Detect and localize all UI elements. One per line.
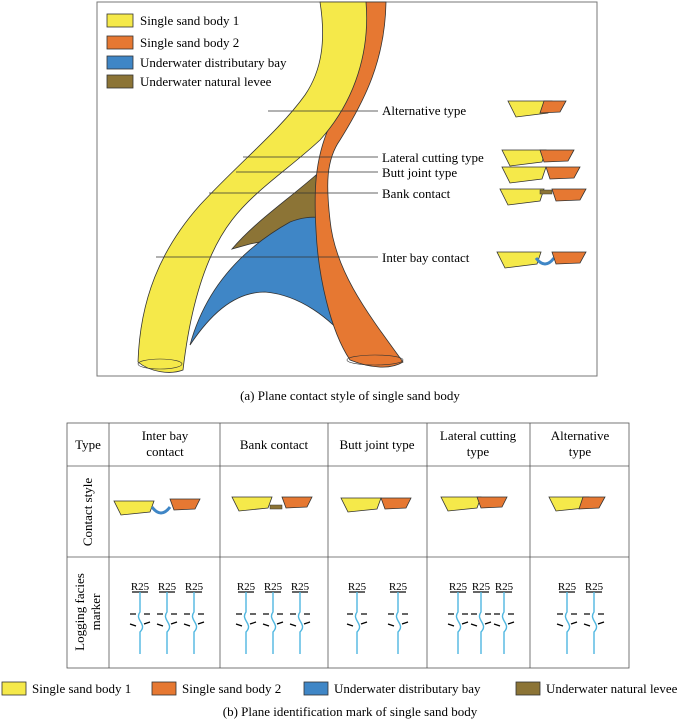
legend-b-blue-swatch [303,681,329,696]
table [66,422,630,669]
legend-b-orange-swatch [151,681,177,696]
logging-interbay [129,591,205,655]
header-type: Type [75,437,101,452]
legend-a-blue-label: Underwater distributary bay [140,55,287,70]
section-alternative [507,100,567,118]
sand-body-2-end [346,354,404,366]
legend-a-brown-swatch [106,74,134,89]
well-label: R25 [158,581,177,593]
section-bank [499,188,587,206]
well-label: R25 [558,581,577,593]
legend-b: Single sand body 1 Single sand body 2 Un… [1,681,678,696]
well-label: R25 [131,581,150,593]
legend-a: Single sand body 1 Single sand body 2 Un… [106,13,287,89]
well-label: R25 [449,581,468,593]
sand-body-1-area [137,1,368,373]
well-label: R25 [389,581,408,593]
label-interbay: Inter bay contact [382,250,470,265]
logging-lateral [447,591,515,655]
legend-b-orange-label: Single sand body 2 [182,681,281,696]
legend-b-yellow-swatch [1,681,27,696]
well-label: R25 [585,581,604,593]
legend-a-orange-swatch [106,35,134,50]
well-labels: R25 R25 R25 R25 R25 R25 R25 R25 R25 R25 … [131,581,604,593]
header-bank: Bank contact [240,437,309,452]
cell-bank-section [231,496,313,512]
legend-b-brown-label: Underwater natural levee [546,681,678,696]
legend-b-brown-swatch [515,681,541,696]
label-bank: Bank contact [382,186,451,201]
header-butt: Butt joint type [339,437,414,452]
section-interbay [496,251,587,269]
legend-b-yellow-label: Single sand body 1 [32,681,131,696]
well-label: R25 [348,581,367,593]
legend-a-yellow-swatch [106,13,134,28]
well-label: R25 [237,581,256,593]
header-lateral-1: Lateral cutting [440,428,517,443]
logging-butt [346,591,409,655]
well-label: R25 [291,581,310,593]
legend-b-blue-label: Underwater distributary bay [334,681,481,696]
logging-bank [235,591,311,655]
well-label: R25 [264,581,283,593]
well-label: R25 [472,581,491,593]
row-label-logging-1: Logging facies [72,573,87,651]
caption-b: (b) Plane identification mark of single … [223,704,478,719]
well-label: R25 [185,581,204,593]
legend-a-orange-label: Single sand body 2 [140,35,239,50]
header-alternative-2: type [569,444,592,459]
legend-a-blue-swatch [106,55,134,70]
header-interbay-2: contact [146,444,184,459]
caption-a: (a) Plane contact style of single sand b… [240,388,460,403]
sand-body-1-end [137,358,183,370]
label-alternative: Alternative type [382,103,466,118]
leader-lines [156,110,378,258]
row-label-logging-2: marker [88,593,103,630]
well-label: R25 [495,581,514,593]
row-label-contact-style: Contact style [80,478,95,546]
label-lateral: Lateral cutting type [382,150,484,165]
label-butt: Butt joint type [382,165,457,180]
logging-alternative [556,591,605,655]
legend-a-yellow-label: Single sand body 1 [140,13,239,28]
cell-interbay-section [113,498,201,516]
header-lateral-2: type [467,444,490,459]
header-interbay-1: Inter bay [142,428,189,443]
cell-alternative-section [548,496,606,512]
legend-a-brown-label: Underwater natural levee [140,74,272,89]
cell-lateral-section [440,496,508,512]
header-alternative-1: Alternative [551,428,610,443]
cell-butt-section [340,497,412,513]
